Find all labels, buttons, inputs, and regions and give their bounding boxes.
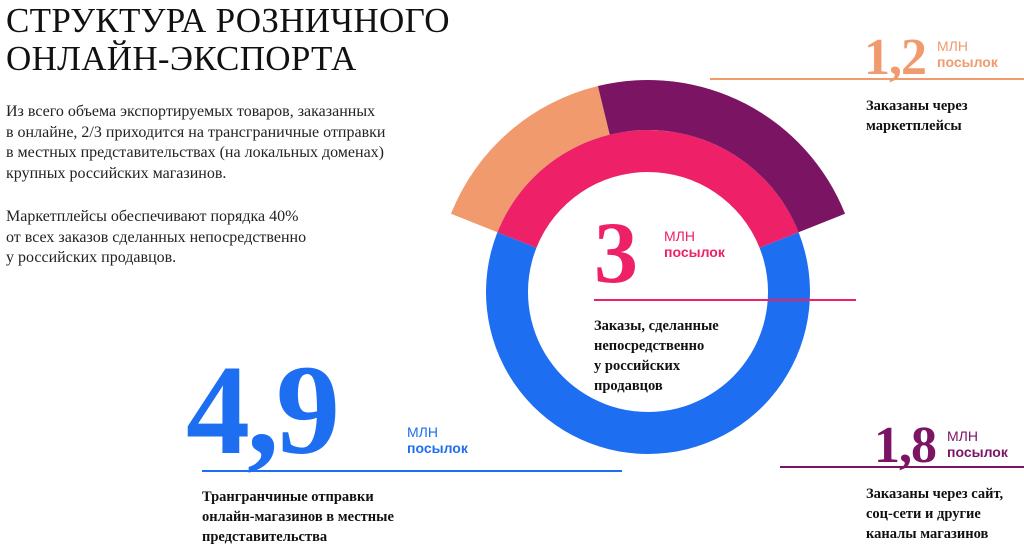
desc-other-channels: Заказаны через сайт, соц-сети и другие к… xyxy=(866,486,1004,542)
marketplace-paragraph: Маркетплейсы обеспечивают порядка 40% от… xyxy=(6,208,307,266)
unit-parcels-crossborder: посылок xyxy=(407,440,468,456)
value-direct-sellers: 3 xyxy=(594,205,638,302)
inner-slice-1 xyxy=(497,130,799,248)
rule-crossborder xyxy=(202,470,622,472)
page-title: СТРУКТУРА РОЗНИЧНОГО ОНЛАЙН-ЭКСПОРТА xyxy=(6,1,450,78)
desc-direct-sellers: Заказы, сделанные непосредственно у росс… xyxy=(594,318,719,394)
unit-million-other: МЛН xyxy=(947,428,978,444)
outer-slice-1 xyxy=(450,86,610,233)
rule-other-channels xyxy=(780,466,1024,468)
unit-million-marketplaces: МЛН xyxy=(937,38,968,54)
outer-slice-2 xyxy=(597,79,846,233)
value-crossborder: 4,9 xyxy=(186,339,340,481)
unit-parcels-marketplaces: посылок xyxy=(937,54,998,70)
rule-marketplaces xyxy=(710,78,1024,80)
value-other-channels: 1,8 xyxy=(874,417,937,474)
unit-million-direct: МЛН xyxy=(664,228,695,244)
desc-crossborder: Трангранчиные отправки онлайн-магазинов … xyxy=(202,489,394,545)
unit-million-crossborder: МЛН xyxy=(407,424,438,440)
value-marketplaces: 1,2 xyxy=(864,29,927,86)
inner-slice-0 xyxy=(485,232,810,455)
unit-parcels-other: посылок xyxy=(947,444,1008,460)
intro-paragraph: Из всего объема экспортируемых товаров, … xyxy=(6,103,386,182)
rule-direct-sellers xyxy=(594,299,856,301)
desc-marketplaces: Заказаны через маркетплейсы xyxy=(866,98,968,134)
unit-parcels-direct: посылок xyxy=(664,244,725,260)
